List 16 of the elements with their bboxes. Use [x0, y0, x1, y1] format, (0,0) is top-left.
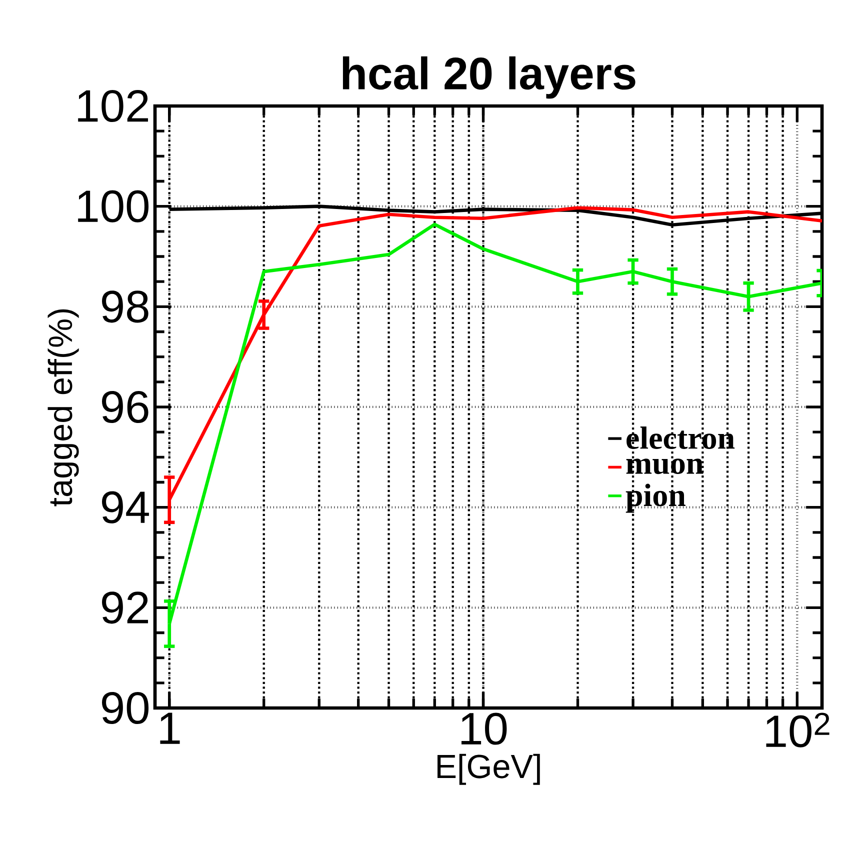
- y-tick-label: 102: [78, 90, 148, 122]
- legend-label: pion: [626, 484, 686, 513]
- y-tick-label: 90: [102, 692, 149, 724]
- y-axis-title: tagged eff(%): [48, 309, 79, 506]
- y-tick-label: 92: [102, 592, 148, 624]
- x-axis-title: E[GeV]: [438, 754, 540, 785]
- y-tick-label: 100: [78, 190, 149, 222]
- legend-label: electron: [626, 426, 735, 449]
- y-tick-label: 98: [102, 290, 148, 323]
- x-tick-label: 1: [160, 712, 180, 744]
- y-tick-label: 94: [102, 491, 149, 524]
- legend-label: muon: [626, 458, 704, 474]
- chart-title: hcal 20 layers: [342, 56, 636, 99]
- y-tick-label: 96: [102, 390, 148, 424]
- x-tick-label: 10$^{2}$: [766, 712, 830, 748]
- x-tick-label: 10: [462, 712, 507, 745]
